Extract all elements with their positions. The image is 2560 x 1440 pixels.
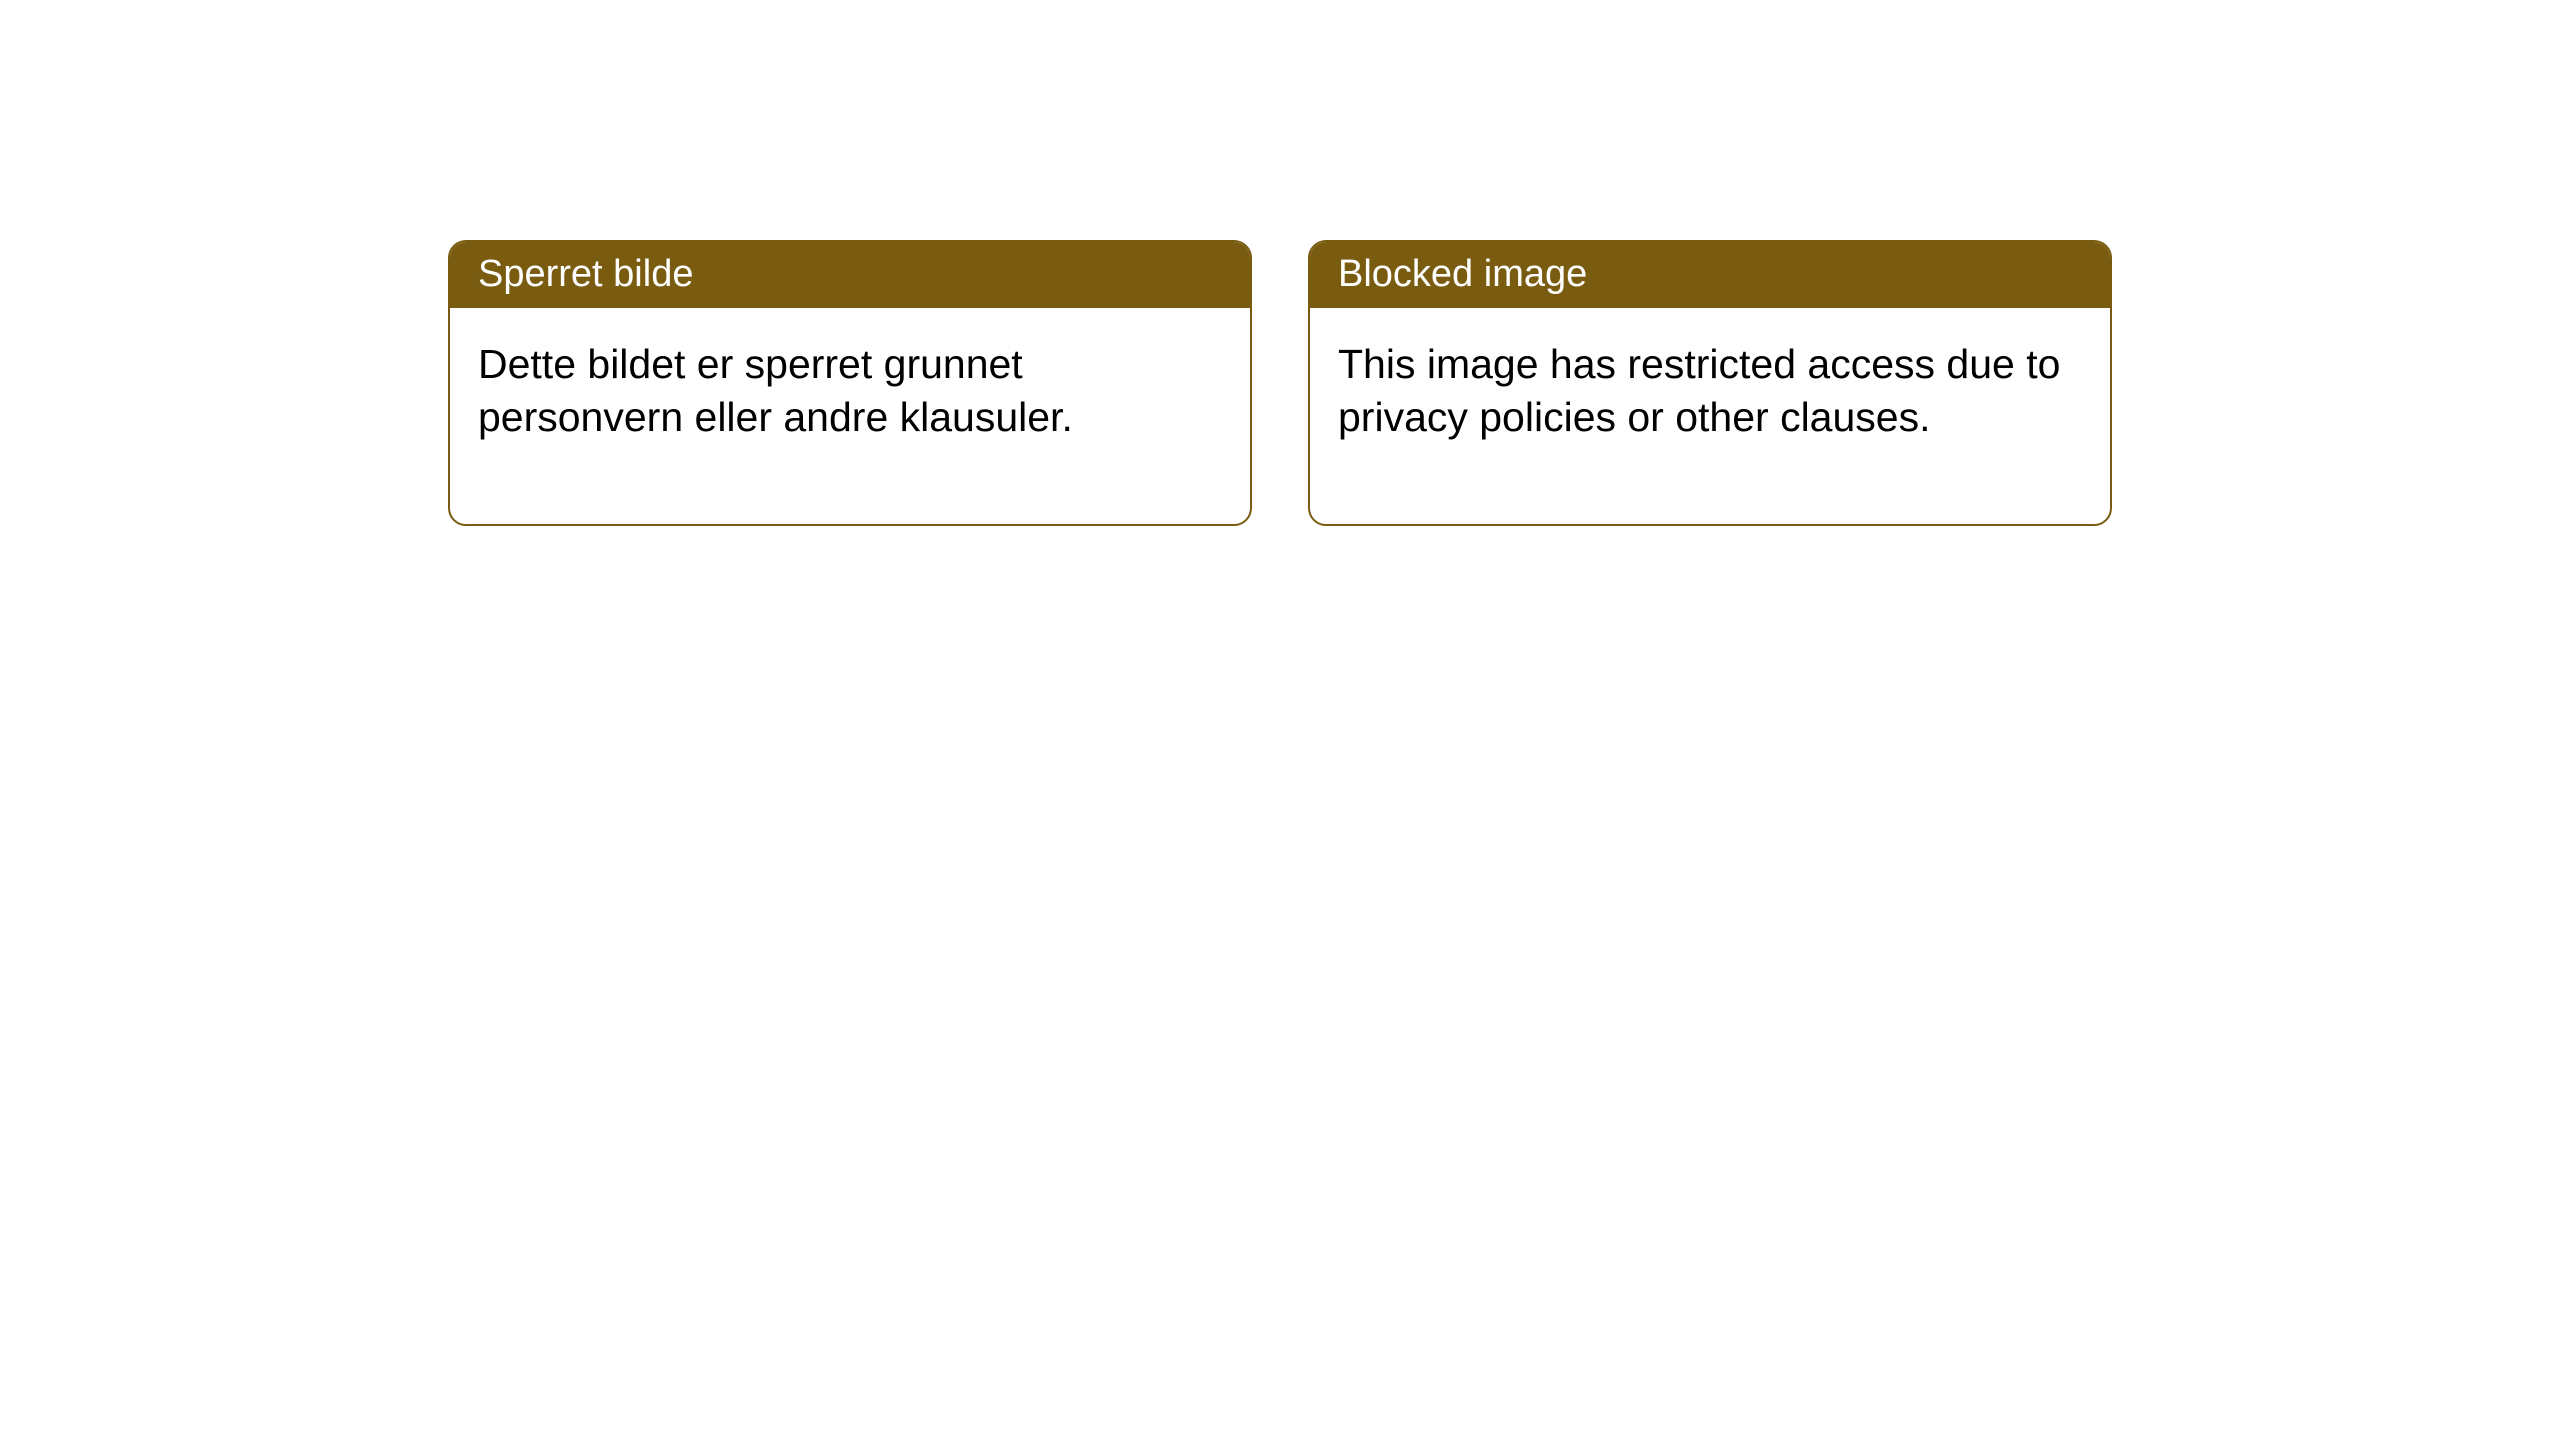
notice-card-title: Sperret bilde [450,242,1250,308]
notice-cards-container: Sperret bilde Dette bildet er sperret gr… [448,240,2112,526]
notice-card-english: Blocked image This image has restricted … [1308,240,2112,526]
notice-card-body: This image has restricted access due to … [1310,308,2110,525]
notice-card-norwegian: Sperret bilde Dette bildet er sperret gr… [448,240,1252,526]
notice-card-body: Dette bildet er sperret grunnet personve… [450,308,1250,525]
notice-card-title: Blocked image [1310,242,2110,308]
